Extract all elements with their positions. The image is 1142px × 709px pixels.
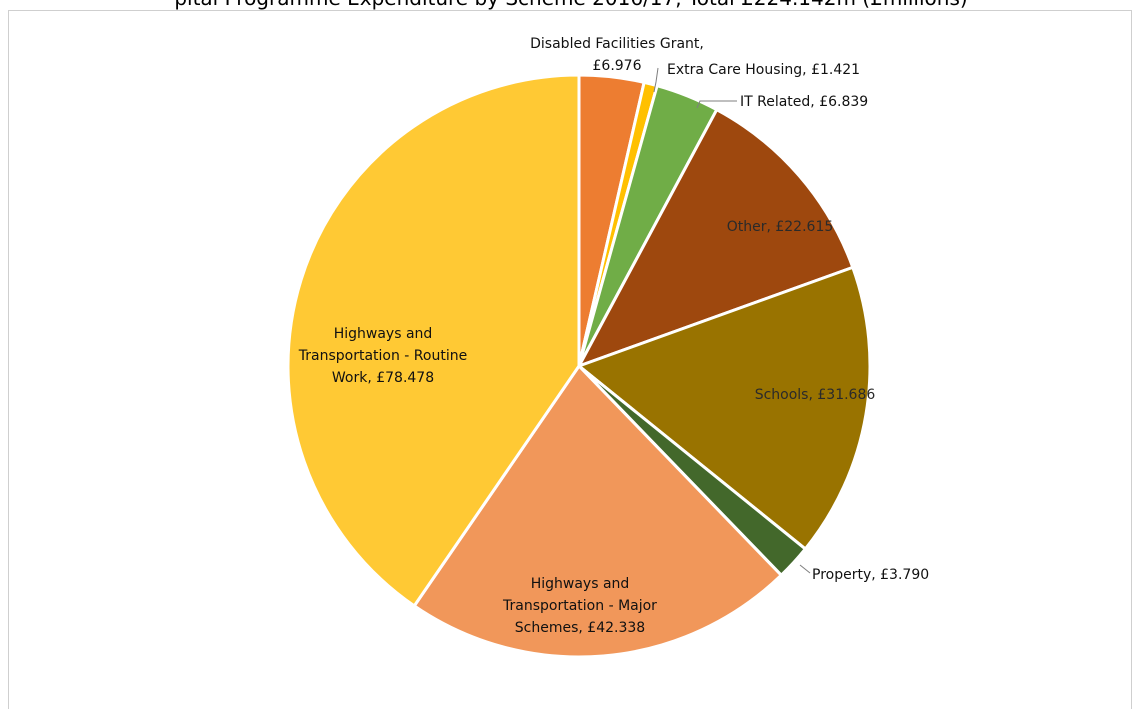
slice-label-line: Highways and [531, 576, 630, 592]
slice-label-line: Transportation - Major [502, 598, 657, 614]
slice-label-line: Other, £22.615 [727, 219, 834, 235]
pie-slice-schools [577, 265, 872, 551]
slice-label-line: Work, £78.478 [332, 370, 434, 386]
slice-label: Property, £3.790 [812, 567, 929, 583]
slice-label-line: Disabled Facilities Grant, [530, 36, 704, 52]
leader-line [653, 67, 659, 93]
slice-label: Other, £22.615 [727, 219, 834, 235]
slice-label: IT Related, £6.839 [740, 94, 868, 110]
slice-label: Disabled Facilities Grant, £6.976 [530, 36, 704, 74]
chart-title: pital Programme Expenditure by Scheme 20… [174, 0, 967, 10]
slice-label-line: Property, £3.790 [812, 567, 929, 583]
slice-label: Schools, £31.686 [755, 387, 876, 403]
pie-slice-other [577, 108, 855, 368]
leader-lines [653, 67, 811, 574]
chart-title-strip: pital Programme Expenditure by Scheme 20… [0, 0, 1142, 10]
slice-label-line: IT Related, £6.839 [740, 94, 868, 110]
slice-label: Highways and Transportation - Routine Work… [298, 326, 467, 386]
pie-slice-highways-and-transportation-routine-work [286, 73, 581, 608]
slice-label-line: Schools, £31.686 [755, 387, 876, 403]
chart-frame [8, 10, 1132, 709]
slice-labels: Disabled Facilities Grant, £6.976 Extra Ca… [298, 36, 929, 636]
slice-label: Highways and Transportation - Major Scheme… [502, 576, 657, 636]
slice-label-line: £6.976 [593, 58, 642, 74]
slice-label-line: Transportation - Routine [298, 348, 467, 364]
slice-label: Extra Care Housing, £1.421 [667, 62, 860, 78]
leader-line [799, 564, 811, 574]
slice-label-line: Extra Care Housing, £1.421 [667, 62, 860, 78]
pie-slices [286, 73, 872, 659]
leader-line [696, 100, 737, 109]
slice-label-line: Highways and [334, 326, 433, 342]
pie-slice-highways-and-transportation-major-schemes [412, 364, 783, 659]
slice-label-line: Schemes, £42.338 [515, 620, 645, 636]
